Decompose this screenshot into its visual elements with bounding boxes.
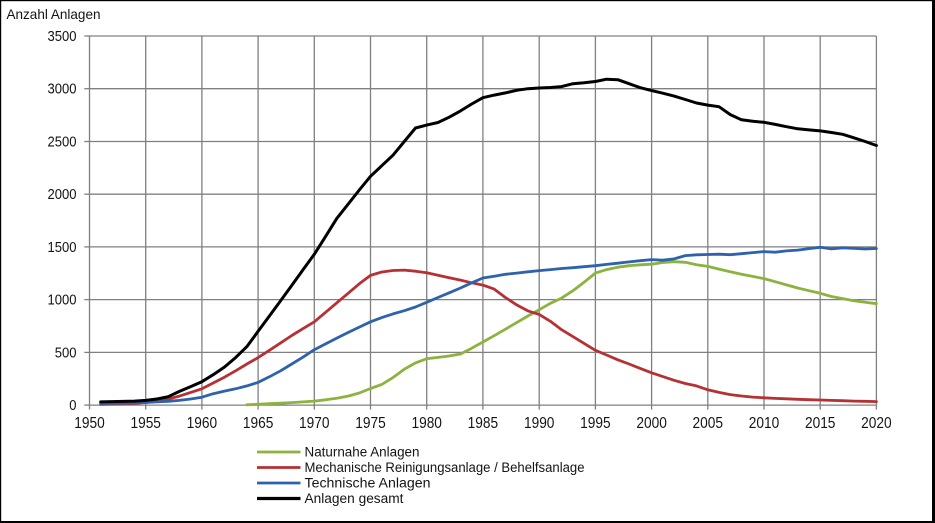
svg-text:2000: 2000 (48, 187, 77, 203)
svg-text:1985: 1985 (468, 415, 499, 432)
svg-text:1980: 1980 (411, 415, 442, 432)
svg-text:3000: 3000 (48, 82, 77, 98)
svg-text:2000: 2000 (636, 415, 667, 432)
svg-text:1500: 1500 (48, 240, 77, 256)
svg-text:500: 500 (55, 345, 77, 361)
svg-text:1950: 1950 (74, 415, 105, 432)
svg-text:1955: 1955 (130, 415, 161, 432)
svg-text:2500: 2500 (48, 134, 77, 150)
svg-text:Anzahl Anlagen: Anzahl Anlagen (7, 6, 101, 22)
svg-text:1975: 1975 (355, 415, 386, 432)
svg-text:2010: 2010 (749, 415, 780, 432)
svg-text:2005: 2005 (693, 415, 724, 432)
svg-text:2020: 2020 (861, 415, 892, 432)
svg-text:1990: 1990 (524, 415, 555, 432)
svg-text:Mechanische Reinigungsanlage /: Mechanische Reinigungsanlage / Behelfsan… (305, 460, 585, 475)
svg-text:Naturnahe Anlagen: Naturnahe Anlagen (305, 445, 420, 460)
svg-text:1965: 1965 (243, 415, 274, 432)
svg-text:1960: 1960 (187, 415, 218, 432)
svg-text:1970: 1970 (299, 415, 330, 432)
svg-text:1995: 1995 (580, 415, 611, 432)
svg-text:0: 0 (69, 398, 76, 414)
svg-text:Technische Anlagen: Technische Anlagen (305, 476, 431, 491)
svg-text:3500: 3500 (48, 29, 77, 45)
svg-text:Anlagen gesamt: Anlagen gesamt (305, 491, 404, 506)
svg-text:2015: 2015 (805, 415, 836, 432)
svg-text:1000: 1000 (48, 293, 77, 309)
